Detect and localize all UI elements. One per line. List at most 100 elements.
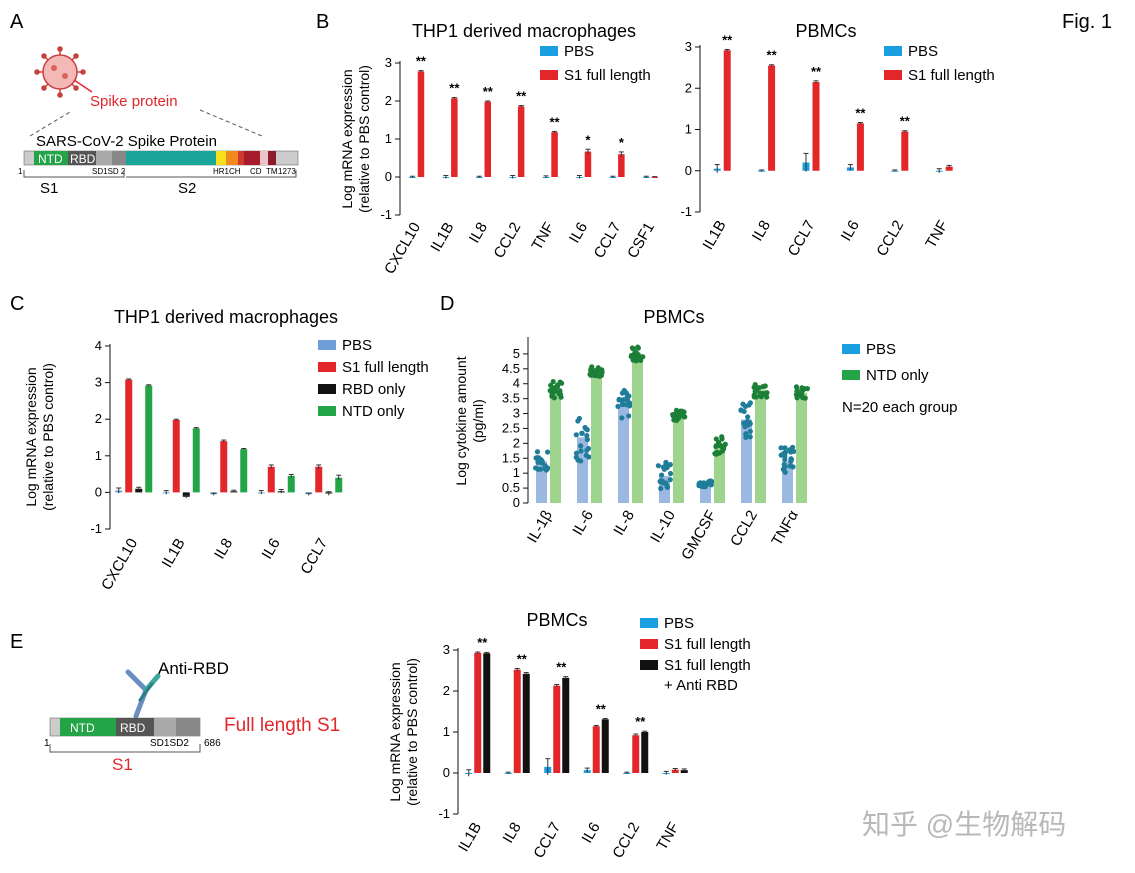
data-point (764, 390, 770, 396)
data-point (747, 428, 753, 434)
y-tick-label: 1 (685, 122, 692, 137)
legend-label: S1 full length (564, 67, 651, 84)
y-tick-label: 0 (513, 495, 520, 510)
bar-c (335, 477, 343, 493)
category-label: IL8 (466, 220, 491, 247)
category-label: CSF1 (624, 220, 658, 262)
legend-swatch (640, 660, 658, 670)
data-point (573, 454, 579, 460)
bar-e (483, 653, 491, 773)
bar-b-right (723, 50, 731, 171)
bar-d (755, 389, 766, 503)
data-point (700, 483, 706, 489)
data-point (781, 450, 787, 457)
data-point (548, 382, 554, 388)
data-point (745, 422, 751, 428)
y-tick-label: 0 (385, 169, 392, 184)
bar-d (741, 419, 752, 503)
y-tick-label: 1 (385, 131, 392, 146)
legend-label: S1 full length (342, 359, 429, 376)
data-point (534, 449, 541, 455)
bar-b-left (651, 177, 658, 178)
legend-swatch (842, 344, 860, 354)
bar-d (673, 415, 684, 503)
data-point (538, 466, 544, 472)
significance-label: ** (449, 81, 460, 96)
y-tick-label: 1 (443, 724, 450, 739)
y-tick-label: 3 (443, 642, 450, 657)
data-point (794, 388, 800, 394)
category-label: CXCL10 (381, 220, 424, 278)
spike-s1-label: S1 (40, 180, 58, 197)
category-label: IL-6 (569, 508, 597, 539)
legend-label: S1 full length (664, 636, 751, 653)
e-rbd-label: RBD (120, 721, 146, 735)
bar-b-right (768, 65, 776, 171)
category-label: IL1B (159, 536, 189, 571)
category-label: TNFα (768, 507, 802, 549)
significance-label: ** (556, 660, 567, 675)
significance-label: ** (767, 48, 778, 63)
data-point (664, 464, 670, 471)
data-point (573, 432, 579, 438)
chart-c: THP1 derived macrophages -1 0 1 2 3 4 Log mRNA … (23, 307, 429, 593)
chart-title-c: THP1 derived macrophages (114, 307, 338, 327)
category-label: IL8 (500, 820, 525, 847)
category-label: CXCL10 (98, 536, 141, 594)
significance-label: ** (635, 714, 646, 729)
y-tick-label: 4 (95, 338, 102, 353)
virus-icon (34, 46, 86, 98)
data-point (655, 463, 661, 469)
bar-c (220, 441, 228, 493)
bar-c (125, 379, 133, 493)
bar-e (680, 770, 688, 773)
data-point (549, 391, 555, 397)
legend-swatch (884, 46, 902, 56)
charts-layer: THP1 derived macrophages -1 0 1 2 3 Log mRNA e… (23, 21, 995, 861)
legend-label: S1 full length (908, 67, 995, 84)
data-point (713, 443, 719, 450)
y-axis-label-line: Log mRNA expression (339, 69, 355, 208)
e-s1-label: S1 (112, 755, 133, 774)
bar-d (714, 444, 725, 503)
legend-e: PBS S1 full length S1 full length + Anti RB… (640, 615, 751, 694)
legend-label: PBS (908, 43, 938, 60)
significance-label: ** (549, 114, 560, 129)
bar-c (135, 488, 143, 493)
bar-d (618, 404, 629, 503)
data-point (579, 430, 585, 436)
bar-e (522, 673, 530, 773)
bar-d (632, 353, 643, 503)
figure-label: Fig. 1 (1062, 11, 1112, 33)
legend-d: PBS NTD only N=20 each group (842, 341, 958, 416)
chart-title-b-left: THP1 derived macrophages (412, 21, 636, 41)
legend-swatch (884, 70, 902, 80)
bar-c (192, 428, 200, 493)
data-point (533, 465, 539, 471)
y-tick-label: 2 (443, 683, 450, 698)
category-label: CCL7 (591, 220, 625, 262)
y-tick-label: 2 (95, 411, 102, 426)
data-point (721, 443, 727, 449)
bar-c (145, 385, 153, 493)
data-point (788, 449, 794, 455)
significance-label: * (619, 135, 625, 150)
y-tick-label: 0 (443, 765, 450, 780)
data-point (578, 443, 584, 449)
e-ntd-label: NTD (70, 721, 95, 735)
category-label: IL-1β (524, 507, 556, 546)
category-label: CCL2 (873, 218, 907, 260)
bar-b-left (484, 101, 491, 177)
e-end-label: 686 (204, 738, 221, 749)
bar-b-left (584, 151, 592, 177)
panel-a-schematic: Spike protein SARS-CoV-2 Spike Protein N… (18, 46, 299, 197)
chart-title-d: PBMCs (643, 307, 704, 327)
significance-label: ** (517, 651, 528, 666)
y-tick-label: 2 (513, 435, 520, 450)
data-point (627, 402, 633, 409)
data-point (626, 413, 632, 419)
legend-b-right: PBS S1 full length (884, 43, 995, 84)
panel-label-e: E (10, 631, 23, 653)
data-point (663, 459, 669, 465)
data-point (635, 351, 641, 358)
